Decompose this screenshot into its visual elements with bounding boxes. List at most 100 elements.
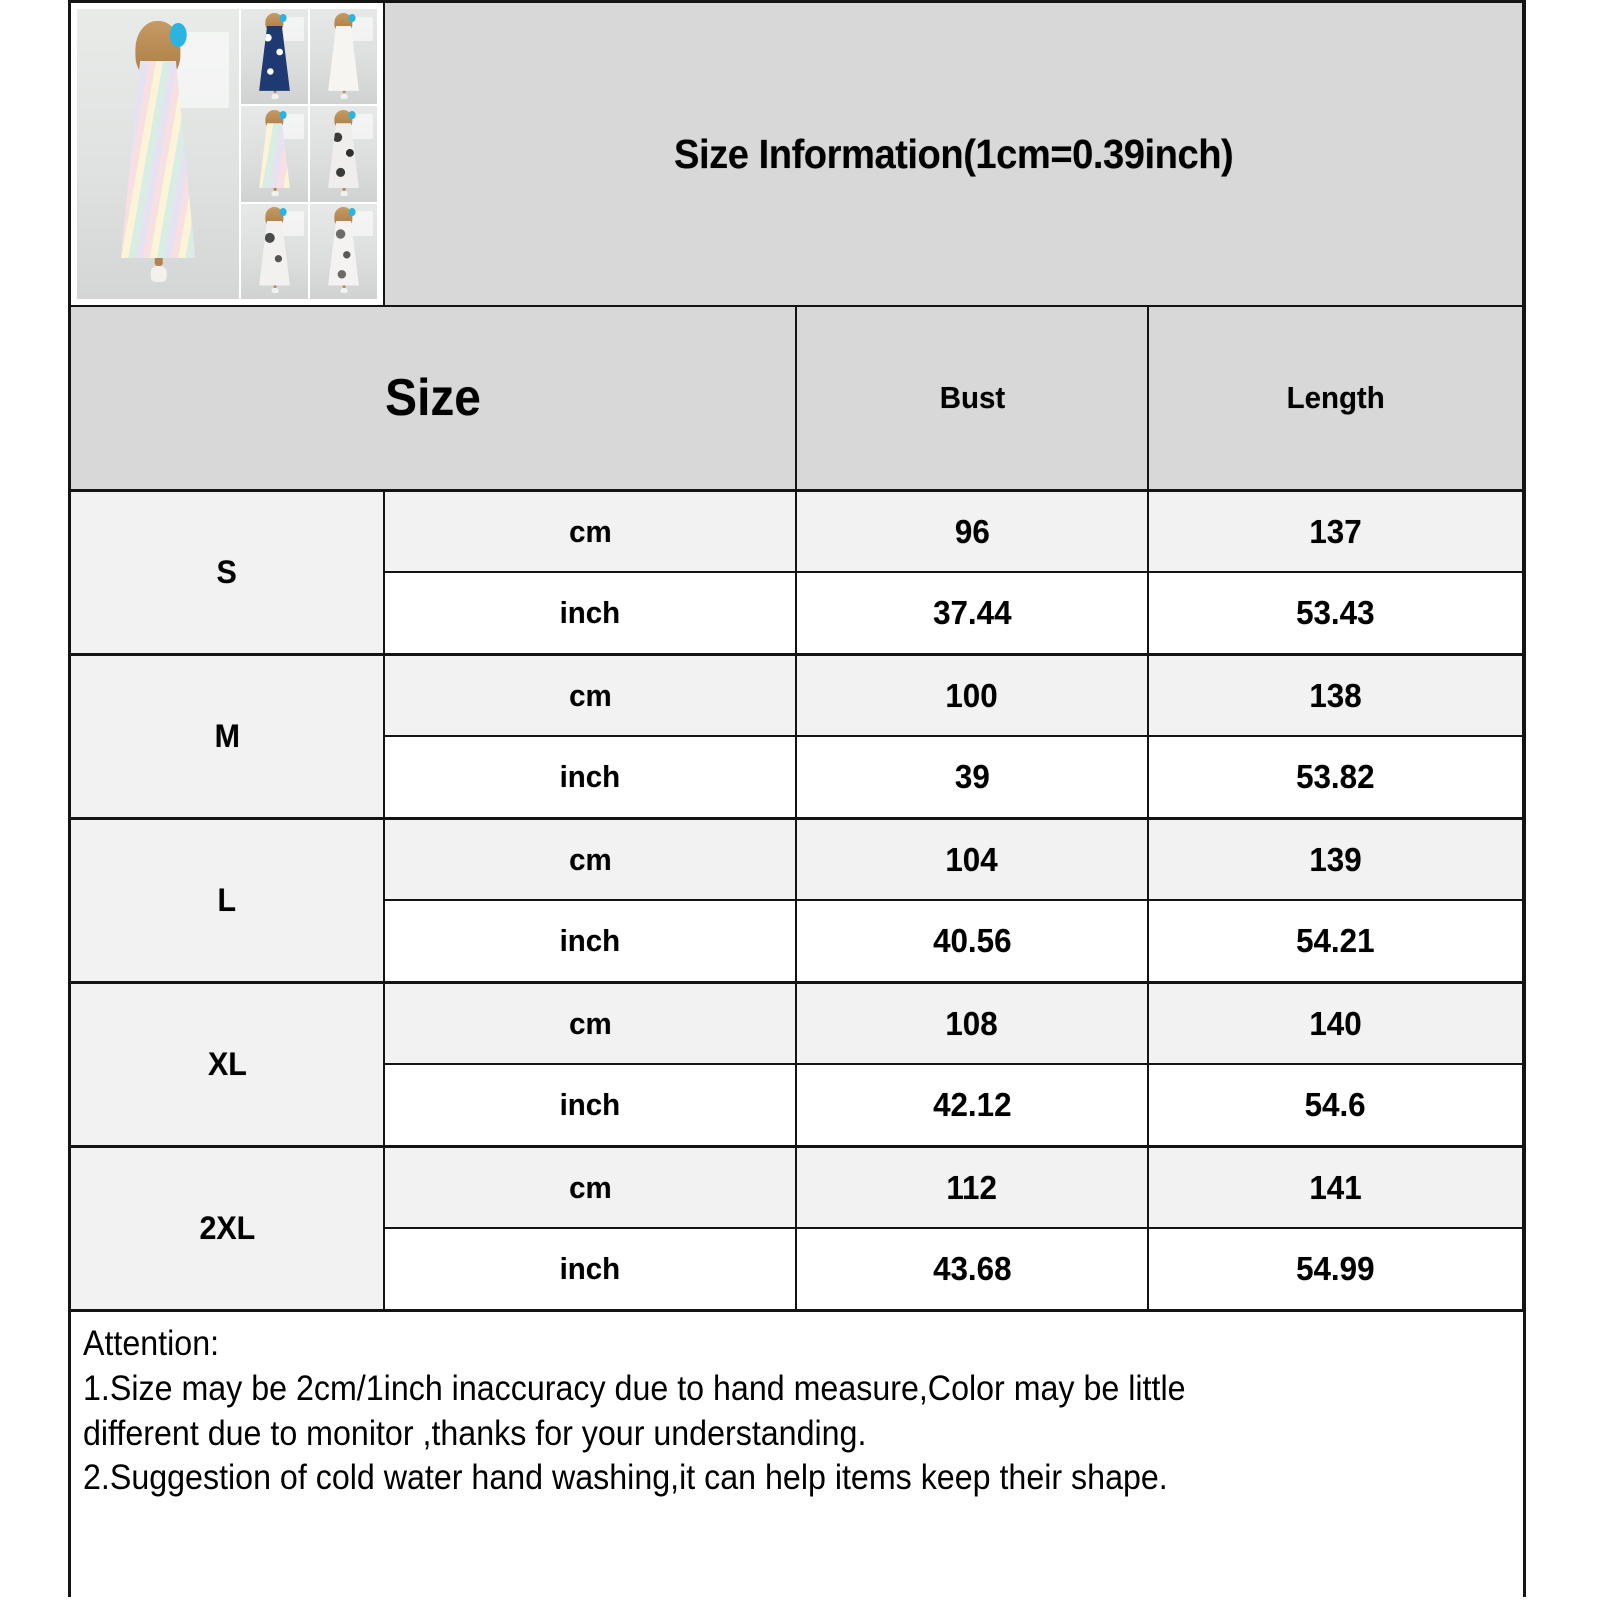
- length-value-cell: 137: [1148, 491, 1523, 573]
- length-value-cell: 54.99: [1148, 1228, 1523, 1311]
- length-value-cell: 141: [1148, 1147, 1523, 1229]
- unit-cell: cm: [384, 655, 796, 737]
- page-title: Size Information(1cm=0.39inch): [674, 131, 1233, 178]
- dress-pastel-stripe: [259, 123, 290, 188]
- size-label: M: [214, 718, 239, 755]
- length-value-cell: 53.82: [1148, 736, 1523, 819]
- bust-value: 42.12: [933, 1086, 1011, 1124]
- unit-label: inch: [560, 595, 621, 631]
- length-value: 54.21: [1296, 922, 1374, 960]
- bust-value: 104: [946, 841, 998, 879]
- unit-label: cm: [569, 1006, 612, 1042]
- bust-value: 37.44: [933, 594, 1011, 632]
- size-label-cell: 2XL: [71, 1147, 384, 1311]
- table-row: M cm 100 138: [71, 655, 1523, 737]
- product-photo-collage: [77, 9, 377, 299]
- attention-heading: Attention:: [83, 1322, 1408, 1367]
- bust-value-cell: 112: [796, 1147, 1148, 1229]
- unit-cell: cm: [384, 983, 796, 1065]
- unit-label: inch: [560, 1251, 621, 1287]
- attention-line-2: different due to monitor ,thanks for you…: [83, 1412, 1408, 1457]
- main-product-photo: [77, 9, 239, 299]
- column-header-bust-label: Bust: [939, 380, 1004, 416]
- bust-value: 96: [955, 513, 990, 551]
- dress-pastel-stripe: [121, 61, 196, 258]
- size-label: XL: [208, 1046, 247, 1083]
- size-information-title-cell: Size Information(1cm=0.39inch): [384, 2, 1523, 307]
- unit-label: inch: [560, 1087, 621, 1123]
- hair-clip: [348, 208, 355, 216]
- table-row-column-headers: Size Bust Length: [71, 306, 1523, 491]
- size-label: 2XL: [199, 1210, 255, 1247]
- size-label-cell: XL: [71, 983, 384, 1147]
- bust-value-cell: 100: [796, 655, 1148, 737]
- bust-value: 112: [947, 1169, 998, 1207]
- size-label: L: [218, 882, 237, 919]
- table-row: XL cm 108 140: [71, 983, 1523, 1065]
- column-header-length-label: Length: [1286, 380, 1384, 416]
- size-label-cell: M: [71, 655, 384, 819]
- unit-label: inch: [560, 759, 621, 795]
- length-value-cell: 53.43: [1148, 572, 1523, 655]
- table-row: 2XL cm 112 141: [71, 1147, 1523, 1229]
- bust-value-cell: 42.12: [796, 1064, 1148, 1147]
- variant-thumbnail: [241, 9, 308, 104]
- model-shoe: [271, 94, 278, 99]
- hair-clip: [348, 14, 355, 22]
- bust-value-cell: 96: [796, 491, 1148, 573]
- length-value-cell: 140: [1148, 983, 1523, 1065]
- unit-label: cm: [569, 678, 612, 714]
- model-shoe: [340, 288, 347, 293]
- bust-value-cell: 43.68: [796, 1228, 1148, 1311]
- unit-label: cm: [569, 842, 612, 878]
- bust-value: 39: [955, 758, 990, 796]
- model-shoe: [271, 191, 278, 196]
- unit-label: cm: [569, 514, 612, 550]
- unit-cell: inch: [384, 1064, 796, 1147]
- bust-value-cell: 37.44: [796, 572, 1148, 655]
- dress-gray-black-print: [328, 123, 359, 188]
- length-value-cell: 54.6: [1148, 1064, 1523, 1147]
- dress-white-print: [259, 221, 290, 286]
- length-value: 54.6: [1305, 1086, 1366, 1124]
- bust-value-cell: 39: [796, 736, 1148, 819]
- bust-value-cell: 104: [796, 819, 1148, 901]
- hair-clip: [279, 111, 286, 119]
- size-chart-frame: Size Information(1cm=0.39inch) Size Bust…: [68, 0, 1526, 1597]
- length-value: 139: [1309, 841, 1361, 879]
- length-value-cell: 54.21: [1148, 900, 1523, 983]
- hair-clip: [348, 111, 355, 119]
- length-value: 140: [1309, 1005, 1361, 1043]
- column-header-size-label: Size: [385, 368, 481, 428]
- size-label-cell: S: [71, 491, 384, 655]
- model-shoe: [340, 191, 347, 196]
- hair-clip: [279, 208, 286, 216]
- unit-cell: cm: [384, 491, 796, 573]
- unit-cell: inch: [384, 736, 796, 819]
- attention-line-3: 2.Suggestion of cold water hand washing,…: [83, 1456, 1408, 1501]
- size-label-cell: L: [71, 819, 384, 983]
- unit-cell: inch: [384, 1228, 796, 1311]
- length-value: 53.82: [1296, 758, 1374, 796]
- column-header-length: Length: [1148, 306, 1523, 491]
- unit-cell: inch: [384, 900, 796, 983]
- hair-clip: [170, 23, 186, 47]
- attention-cell: Attention: 1.Size may be 2cm/1inch inacc…: [71, 1311, 1523, 1622]
- variant-thumbnail: [310, 106, 377, 201]
- table-row: S cm 96 137: [71, 491, 1523, 573]
- bust-value: 43.68: [933, 1250, 1011, 1288]
- dress-white: [328, 26, 359, 91]
- length-value: 138: [1309, 677, 1361, 715]
- bust-value: 100: [946, 677, 998, 715]
- length-value: 137: [1309, 513, 1361, 551]
- length-value-cell: 139: [1148, 819, 1523, 901]
- table-row: L cm 104 139: [71, 819, 1523, 901]
- variant-thumbnail: [241, 106, 308, 201]
- column-header-bust: Bust: [796, 306, 1148, 491]
- bust-value: 40.56: [933, 922, 1011, 960]
- attention-line-1: 1.Size may be 2cm/1inch inaccuracy due t…: [83, 1367, 1408, 1412]
- variant-thumbnail: [310, 9, 377, 104]
- length-value: 53.43: [1296, 594, 1374, 632]
- length-value-cell: 138: [1148, 655, 1523, 737]
